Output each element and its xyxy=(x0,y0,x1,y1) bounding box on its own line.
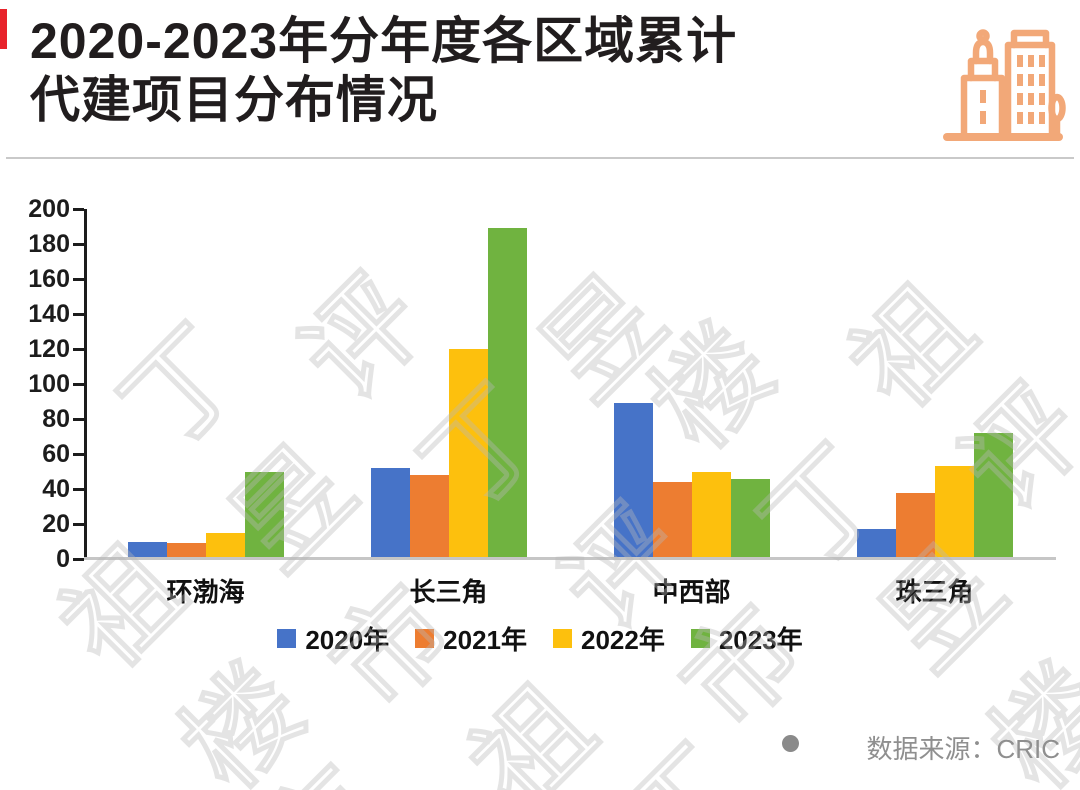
bar-环渤海-2022年 xyxy=(205,532,245,559)
y-tick-mark-180 xyxy=(73,242,84,246)
bar-珠三角-2020年 xyxy=(856,529,896,559)
legend-item-2023年: 2023年 xyxy=(690,620,803,657)
legend-swatch-2020年 xyxy=(277,629,297,648)
bar-长三角-2020年 xyxy=(370,468,410,559)
bar-长三角-2023年 xyxy=(487,228,527,559)
watermark-glyph: 市 xyxy=(219,724,413,790)
y-tick-label-160: 160 xyxy=(28,265,70,293)
y-axis-line xyxy=(84,209,87,560)
legend-item-2022年: 2022年 xyxy=(553,620,665,657)
data-source-label: 数据来源：CRIC xyxy=(866,734,1060,764)
x-category-label-中西部: 中西部 xyxy=(652,577,731,607)
y-tick-label-180: 180 xyxy=(28,230,70,258)
x-category-label-环渤海: 环渤海 xyxy=(166,577,245,607)
bar-中西部-2022年 xyxy=(691,471,731,559)
x-category-label-珠三角: 珠三角 xyxy=(895,577,974,607)
y-tick-label-100: 100 xyxy=(28,370,70,398)
bar-环渤海-2023年 xyxy=(244,471,284,559)
x-axis-baseline xyxy=(84,557,1056,560)
y-tick-label-40: 40 xyxy=(42,475,70,503)
y-tick-mark-0 xyxy=(73,557,84,561)
y-tick-label-0: 0 xyxy=(56,545,70,573)
y-tick-label-80: 80 xyxy=(42,405,70,433)
legend-label-2022年: 2022年 xyxy=(581,625,665,655)
title-divider xyxy=(6,157,1074,159)
legend-swatch-2022年 xyxy=(553,629,572,648)
legend-label-2023年: 2023年 xyxy=(718,625,803,655)
bar-珠三角-2021年 xyxy=(895,492,935,559)
bar-chart: 0 20 40 60 80 100 120 140 160 180 200 环渤海 长三角 中西部 珠三角… xyxy=(0,190,1080,670)
y-tick-label-20: 20 xyxy=(42,510,70,538)
bar-环渤海-2021年 xyxy=(166,543,206,559)
y-tick-mark-80 xyxy=(73,417,84,421)
bar-中西部-2020年 xyxy=(613,403,653,559)
x-category-label-长三角: 长三角 xyxy=(409,577,488,607)
y-tick-mark-20 xyxy=(73,522,84,526)
y-tick-label-120: 120 xyxy=(28,335,70,363)
page-title: 2020-2023年分年度各区域累计 代建项目分布情况 xyxy=(30,12,737,130)
legend-swatch-2023年 xyxy=(690,629,710,648)
bar-珠三角-2022年 xyxy=(934,466,974,559)
legend-label-2021年: 2021年 xyxy=(443,625,527,655)
legend-item-2020年: 2020年 xyxy=(277,620,389,657)
bar-珠三角-2023年 xyxy=(973,433,1013,559)
y-tick-mark-160 xyxy=(73,277,84,281)
bar-环渤海-2020年 xyxy=(127,541,167,559)
y-tick-mark-40 xyxy=(73,487,84,491)
y-tick-mark-200 xyxy=(73,207,84,211)
y-tick-mark-120 xyxy=(73,347,84,351)
city-buildings-icon xyxy=(938,10,1066,146)
footer-bullet-dot xyxy=(782,735,799,752)
legend-label-2020年: 2020年 xyxy=(305,625,390,655)
bar-中西部-2021年 xyxy=(652,482,692,559)
bar-长三角-2022年 xyxy=(448,349,488,559)
watermark-glyph: 丁 xyxy=(579,704,773,790)
chart-legend: 2020年 2021年 2022年 2023年 xyxy=(0,620,1080,657)
legend-swatch-2021年 xyxy=(415,629,435,648)
y-tick-label-60: 60 xyxy=(42,440,70,468)
title-accent-bar xyxy=(0,9,7,49)
bar-长三角-2021年 xyxy=(409,475,449,559)
legend-item-2021年: 2021年 xyxy=(415,620,527,657)
y-tick-mark-140 xyxy=(73,312,84,316)
y-tick-mark-100 xyxy=(73,382,84,386)
title-line-1: 2020-2023年分年度各区域累计 xyxy=(30,13,738,69)
bar-中西部-2023年 xyxy=(730,478,770,559)
y-tick-label-140: 140 xyxy=(28,300,70,328)
y-tick-mark-60 xyxy=(73,452,84,456)
y-tick-label-200: 200 xyxy=(28,195,70,223)
title-line-2: 代建项目分布情况 xyxy=(30,72,438,128)
